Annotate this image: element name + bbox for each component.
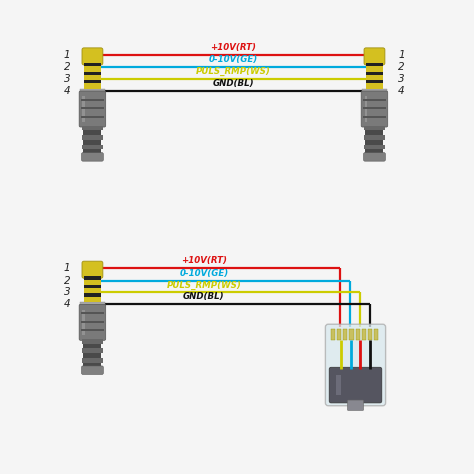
Bar <box>84 72 101 75</box>
Bar <box>368 329 372 340</box>
FancyBboxPatch shape <box>79 304 106 340</box>
Bar <box>80 89 105 92</box>
Bar <box>81 99 104 101</box>
FancyBboxPatch shape <box>82 366 103 374</box>
Text: 3: 3 <box>398 74 405 84</box>
FancyBboxPatch shape <box>82 48 103 65</box>
Bar <box>343 329 347 340</box>
Bar <box>364 126 385 130</box>
Bar <box>81 321 104 323</box>
Text: +10V(RT): +10V(RT) <box>181 256 227 265</box>
Bar <box>365 140 383 145</box>
Bar <box>363 116 386 118</box>
Bar <box>83 140 101 145</box>
Bar <box>81 116 104 118</box>
FancyBboxPatch shape <box>82 153 103 161</box>
Text: 4: 4 <box>64 299 70 310</box>
Text: 0-10V(GE): 0-10V(GE) <box>209 55 258 64</box>
Bar <box>364 135 385 140</box>
Bar <box>84 80 101 83</box>
FancyBboxPatch shape <box>364 48 385 65</box>
Text: 2: 2 <box>398 62 405 73</box>
FancyBboxPatch shape <box>329 367 382 403</box>
Bar <box>84 293 101 297</box>
Bar <box>83 344 101 348</box>
Text: 2: 2 <box>64 275 70 286</box>
Bar <box>365 96 367 122</box>
Bar <box>356 329 360 340</box>
Text: +10V(RT): +10V(RT) <box>210 43 256 52</box>
Bar <box>81 108 104 109</box>
Bar <box>84 288 101 293</box>
Text: PULS_RMP(WS): PULS_RMP(WS) <box>166 281 241 290</box>
Bar <box>81 329 104 331</box>
Bar <box>81 312 104 314</box>
Bar <box>82 339 103 344</box>
Bar <box>366 66 383 72</box>
Bar <box>365 130 383 135</box>
Bar <box>83 363 101 367</box>
Text: 2: 2 <box>64 62 70 73</box>
Bar <box>82 96 85 122</box>
Text: 3: 3 <box>64 287 70 298</box>
FancyBboxPatch shape <box>361 91 388 127</box>
Bar <box>362 329 366 340</box>
FancyBboxPatch shape <box>325 324 385 406</box>
Text: 1: 1 <box>64 49 70 60</box>
Bar <box>366 83 383 89</box>
Bar <box>84 280 101 285</box>
Bar <box>82 310 85 335</box>
Bar <box>82 348 103 353</box>
Bar <box>366 63 383 66</box>
Text: 0-10V(GE): 0-10V(GE) <box>179 269 228 278</box>
Bar <box>83 149 101 154</box>
Text: 4: 4 <box>398 86 405 96</box>
Bar <box>374 329 378 340</box>
Text: 1: 1 <box>398 49 405 60</box>
Bar <box>82 135 103 140</box>
Bar <box>337 329 341 340</box>
Bar <box>336 375 340 395</box>
Text: 1: 1 <box>64 263 70 273</box>
Bar <box>84 297 101 302</box>
FancyBboxPatch shape <box>82 261 103 278</box>
FancyBboxPatch shape <box>79 91 106 127</box>
Bar <box>82 126 103 130</box>
Bar <box>366 80 383 83</box>
FancyBboxPatch shape <box>364 153 385 161</box>
Bar <box>84 75 101 80</box>
Text: PULS_RMP(WS): PULS_RMP(WS) <box>196 67 271 76</box>
Bar <box>82 145 103 149</box>
Bar <box>366 72 383 75</box>
Bar <box>363 99 386 101</box>
Bar <box>365 149 383 154</box>
Text: 3: 3 <box>64 74 70 84</box>
Text: GND(BL): GND(BL) <box>183 292 225 301</box>
Bar <box>80 302 105 306</box>
Bar <box>84 276 101 280</box>
Bar <box>349 329 354 340</box>
Bar <box>363 108 386 109</box>
Bar <box>83 353 101 358</box>
Bar <box>331 329 335 340</box>
Bar <box>83 130 101 135</box>
Bar <box>84 83 101 89</box>
Bar <box>364 145 385 149</box>
Text: 4: 4 <box>64 86 70 96</box>
Bar <box>362 89 387 92</box>
Text: GND(BL): GND(BL) <box>212 79 254 88</box>
Bar <box>84 63 101 66</box>
Bar <box>82 358 103 363</box>
Bar <box>366 75 383 80</box>
FancyBboxPatch shape <box>347 400 364 410</box>
Bar <box>84 285 101 288</box>
Bar <box>84 66 101 72</box>
